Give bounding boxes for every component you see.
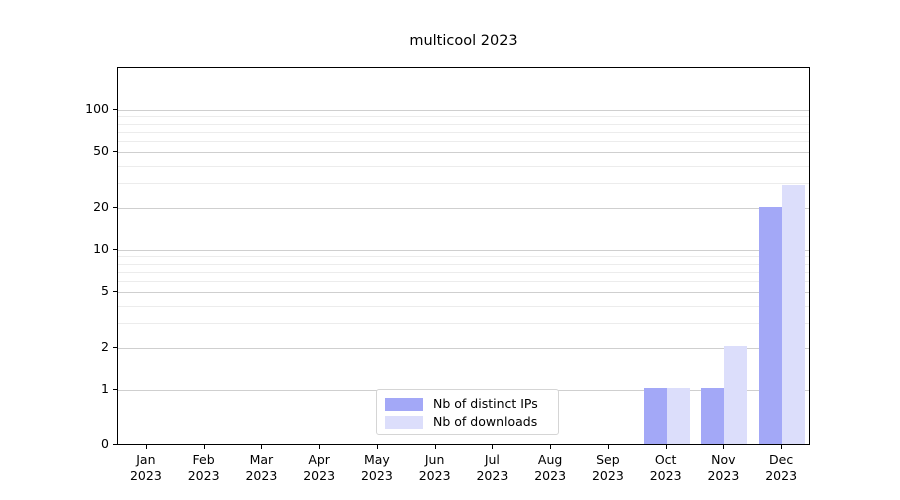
x-tick-mark <box>608 445 610 449</box>
gridline-minor <box>118 166 809 167</box>
x-tick-year: 2023 <box>765 467 798 483</box>
x-tick-mark <box>666 445 668 449</box>
x-tick-label: Jun 2023 <box>407 452 463 483</box>
x-tick-label: Dec 2023 <box>753 452 809 483</box>
y-tick-mark <box>113 444 117 446</box>
y-tick-label: 20 <box>93 198 109 214</box>
y-tick-label: 50 <box>93 143 109 159</box>
x-tick-mark <box>492 445 494 449</box>
gridline-minor <box>118 124 809 125</box>
bar-nov-2023-ips <box>701 388 725 444</box>
x-tick-year: 2023 <box>591 467 624 483</box>
y-tick-label: 0 <box>101 436 109 451</box>
gridline-minor <box>118 306 809 307</box>
y-tick-label: 10 <box>93 241 109 256</box>
gridline-minor <box>118 323 809 324</box>
x-tick-mark <box>377 445 379 449</box>
legend-swatch-dl <box>385 416 423 429</box>
x-tick-label: Mar 2023 <box>233 452 289 483</box>
y-tick-mark <box>113 291 117 293</box>
page-title: multicool 2023 <box>409 33 518 49</box>
chart-legend: Nb of distinct IPs Nb of downloads <box>376 389 559 435</box>
x-tick-year: 2023 <box>303 467 336 483</box>
x-tick-label: Apr 2023 <box>291 452 347 483</box>
x-tick-month: Aug <box>537 452 563 467</box>
legend-swatch-ips <box>385 398 423 411</box>
y-tick-label: 100 <box>85 101 109 116</box>
legend-label: Nb of downloads <box>433 414 538 429</box>
x-tick-year: 2023 <box>245 467 278 483</box>
bar-dec-2023-downloads <box>782 185 806 444</box>
gridline-minor <box>118 256 809 257</box>
bar-oct-2023-downloads <box>666 388 690 444</box>
x-tick-month: Mar <box>249 452 274 467</box>
x-tick-month: May <box>363 452 390 467</box>
x-tick-year: 2023 <box>707 467 740 483</box>
x-tick-year: 2023 <box>418 467 451 483</box>
x-tick-month: Nov <box>711 452 736 467</box>
gridline-major <box>118 152 809 153</box>
gridline-major <box>118 208 809 209</box>
y-tick-label: 1 <box>101 381 109 396</box>
y-tick-mark <box>113 207 117 209</box>
bar-nov-2023-downloads <box>724 345 748 444</box>
y-tick-mark <box>113 109 117 111</box>
bar-dec-2023-ips <box>759 207 783 444</box>
gridline-major <box>118 110 809 111</box>
gridline-minor <box>118 272 809 273</box>
gridline-minor <box>118 116 809 117</box>
x-tick-label: Aug 2023 <box>522 452 578 483</box>
gridline-major <box>118 292 809 293</box>
x-tick-mark <box>781 445 783 449</box>
x-tick-label: May 2023 <box>349 452 405 483</box>
x-tick-month: Sep <box>596 452 620 467</box>
x-tick-mark <box>319 445 321 449</box>
x-tick-month: Jan <box>136 452 156 467</box>
x-tick-label: Nov 2023 <box>695 452 751 483</box>
x-tick-mark <box>723 445 725 449</box>
x-tick-month: Dec <box>769 452 794 467</box>
x-tick-label: Jan 2023 <box>118 452 174 483</box>
x-tick-month: Oct <box>654 452 677 467</box>
x-tick-mark <box>550 445 552 449</box>
x-tick-year: 2023 <box>534 467 567 483</box>
x-tick-label: Feb 2023 <box>176 452 232 483</box>
y-tick-mark <box>113 389 117 391</box>
x-tick-month: Jun <box>424 452 445 467</box>
x-tick-mark <box>435 445 437 449</box>
y-tick-mark <box>113 249 117 251</box>
x-tick-label: Jul 2023 <box>464 452 520 483</box>
x-tick-year: 2023 <box>649 467 682 483</box>
x-tick-mark <box>204 445 206 449</box>
x-tick-year: 2023 <box>476 467 509 483</box>
gridline-major <box>118 348 809 349</box>
y-tick-label: 5 <box>101 283 109 299</box>
x-tick-month: Feb <box>192 452 215 467</box>
bar-oct-2023-ips <box>643 388 667 444</box>
gridline-major <box>118 250 809 251</box>
y-tick-label: 2 <box>101 338 109 354</box>
x-tick-year: 2023 <box>360 467 393 483</box>
x-tick-month: Jul <box>484 452 500 467</box>
gridline-minor <box>118 264 809 265</box>
x-tick-mark <box>261 445 263 449</box>
y-tick-mark <box>113 347 117 349</box>
legend-label: Nb of distinct IPs <box>433 396 538 411</box>
plot-area <box>117 67 810 445</box>
gridline-minor <box>118 281 809 282</box>
y-tick-mark <box>113 151 117 153</box>
x-tick-year: 2023 <box>129 467 162 483</box>
gridline-minor <box>118 132 809 133</box>
x-tick-year: 2023 <box>187 467 220 483</box>
gridline-minor <box>118 141 809 142</box>
gridline-minor <box>118 183 809 184</box>
x-tick-mark <box>146 445 148 449</box>
x-tick-label: Oct 2023 <box>638 452 694 483</box>
x-tick-month: Apr <box>308 452 330 467</box>
x-tick-label: Sep 2023 <box>580 452 636 483</box>
